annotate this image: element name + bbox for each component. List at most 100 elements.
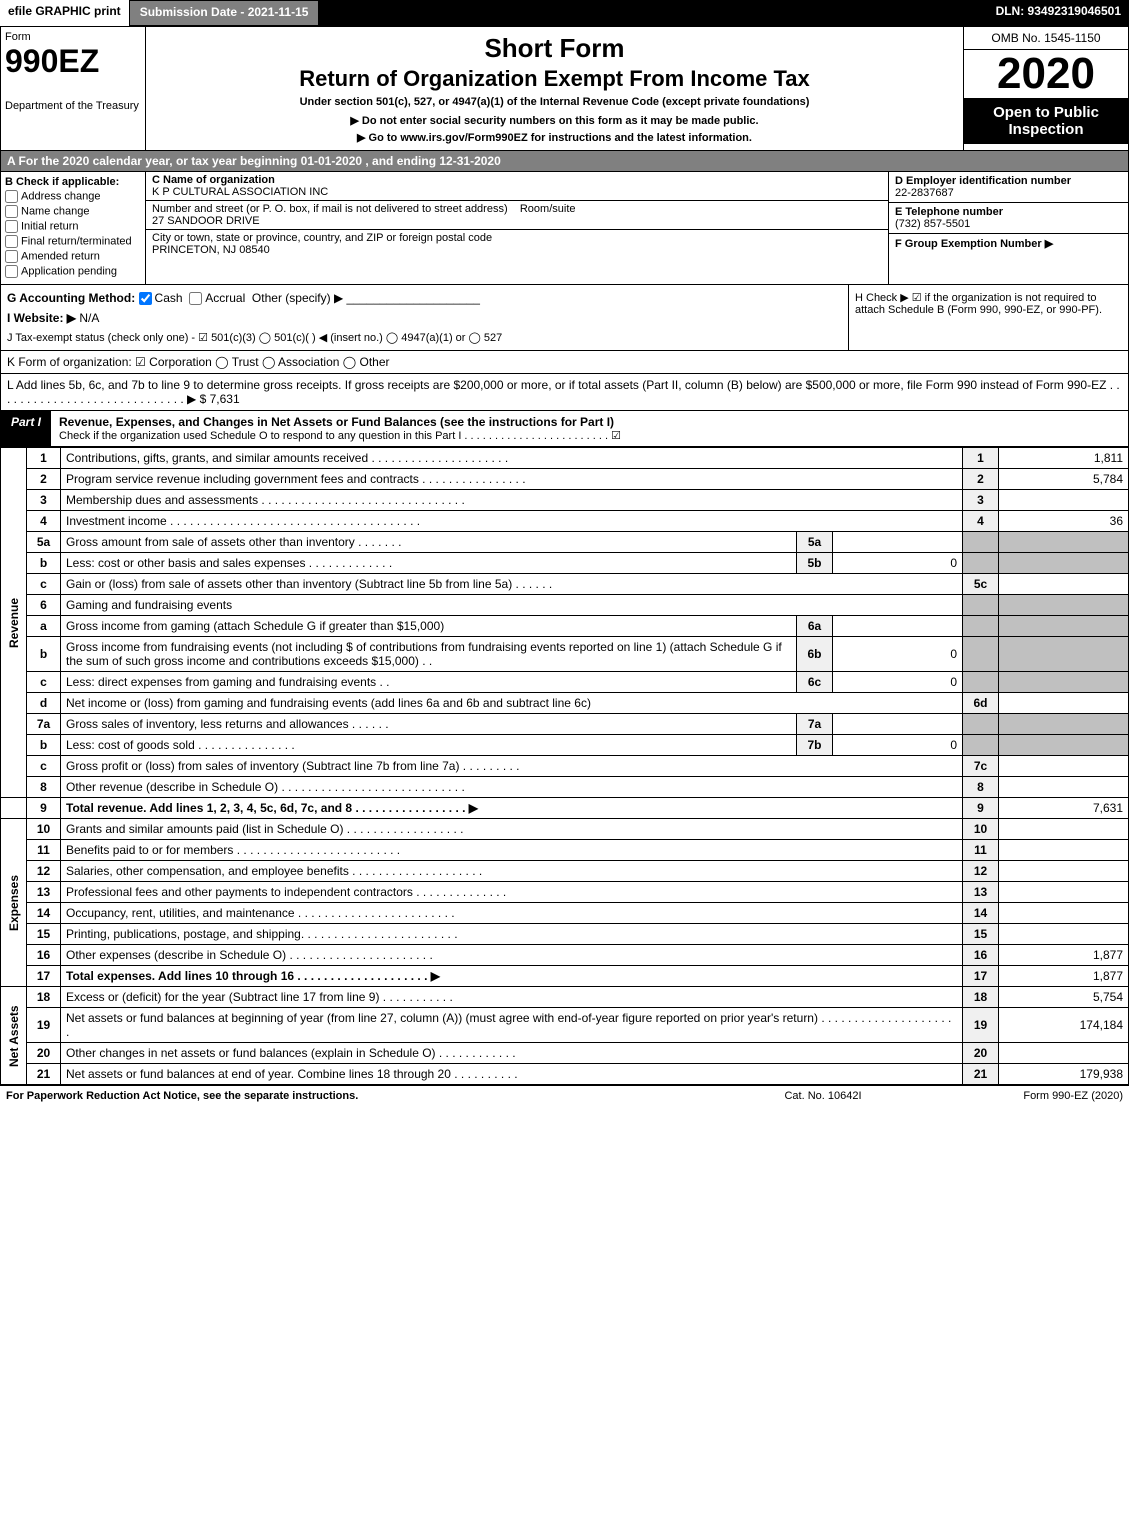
topbar-spacer <box>319 0 987 26</box>
website-value: N/A <box>79 311 99 325</box>
c-street-label: Number and street (or P. O. box, if mail… <box>152 203 508 215</box>
f-grp-row: F Group Exemption Number ▶ <box>889 234 1128 253</box>
accrual-label: Accrual <box>205 291 245 305</box>
l5b-val <box>999 553 1129 574</box>
line-14: 14 Occupancy, rent, utilities, and maint… <box>1 903 1129 924</box>
line-16: 16 Other expenses (describe in Schedule … <box>1 945 1129 966</box>
l12-numcol: 12 <box>963 861 999 882</box>
g-accounting: G Accounting Method: Cash Accrual Other … <box>7 291 842 305</box>
chk-application-pending-label: Application pending <box>21 265 117 277</box>
l6a-num: a <box>27 616 61 637</box>
l15-desc: Printing, publications, postage, and shi… <box>61 924 963 945</box>
line-6: 6 Gaming and fundraising events <box>1 595 1129 616</box>
line-6c: c Less: direct expenses from gaming and … <box>1 672 1129 693</box>
l1-numcol: 1 <box>963 448 999 469</box>
row-k: K Form of organization: ☑ Corporation ◯ … <box>0 351 1129 374</box>
l7a-subln: 7a <box>797 714 833 735</box>
j-tax-exempt: J Tax-exempt status (check only one) - ☑… <box>7 331 842 344</box>
l9-numcol: 9 <box>963 798 999 819</box>
l6b-val <box>999 637 1129 672</box>
line-8: 8 Other revenue (describe in Schedule O)… <box>1 777 1129 798</box>
l10-numcol: 10 <box>963 819 999 840</box>
l6d-numcol: 6d <box>963 693 999 714</box>
l20-val <box>999 1043 1129 1064</box>
l10-desc: Grants and similar amounts paid (list in… <box>61 819 963 840</box>
header-right: OMB No. 1545-1150 2020 Open to Public In… <box>963 27 1128 150</box>
l17-num: 17 <box>27 966 61 987</box>
c-name-row: C Name of organization K P CULTURAL ASSO… <box>146 172 888 201</box>
chk-name-change-label: Name change <box>21 205 90 217</box>
org-name: K P CULTURAL ASSOCIATION INC <box>152 186 328 198</box>
section-bcd: B Check if applicable: Address change Na… <box>0 172 1129 285</box>
omb-number: OMB No. 1545-1150 <box>964 27 1128 50</box>
org-street: 27 SANDOOR DRIVE <box>152 215 260 227</box>
chk-initial-return[interactable]: Initial return <box>5 220 141 233</box>
l6a-desc: Gross income from gaming (attach Schedul… <box>61 616 797 637</box>
l7a-desc: Gross sales of inventory, less returns a… <box>61 714 797 735</box>
l6-val <box>999 595 1129 616</box>
l18-numcol: 18 <box>963 987 999 1008</box>
h-check: H Check ▶ ☑ if the organization is not r… <box>848 285 1128 350</box>
l7a-subval <box>833 714 963 735</box>
l7b-val <box>999 735 1129 756</box>
form-title: Return of Organization Exempt From Incom… <box>152 66 957 92</box>
chk-amended-return-label: Amended return <box>21 250 100 262</box>
l9-val: 7,631 <box>999 798 1129 819</box>
line-20: 20 Other changes in net assets or fund b… <box>1 1043 1129 1064</box>
l2-val: 5,784 <box>999 469 1129 490</box>
l1-val: 1,811 <box>999 448 1129 469</box>
l12-val <box>999 861 1129 882</box>
l3-val <box>999 490 1129 511</box>
part-i-sub: Check if the organization used Schedule … <box>59 429 1120 442</box>
l11-val <box>999 840 1129 861</box>
l8-val <box>999 777 1129 798</box>
l14-numcol: 14 <box>963 903 999 924</box>
l20-num: 20 <box>27 1043 61 1064</box>
header-center: Short Form Return of Organization Exempt… <box>146 27 963 150</box>
form-number: 990EZ <box>5 43 141 80</box>
l14-val <box>999 903 1129 924</box>
l8-num: 8 <box>27 777 61 798</box>
l5c-val <box>999 574 1129 595</box>
line-15: 15 Printing, publications, postage, and … <box>1 924 1129 945</box>
chk-cash[interactable] <box>139 292 152 305</box>
l12-desc: Salaries, other compensation, and employ… <box>61 861 963 882</box>
l14-num: 14 <box>27 903 61 924</box>
l6a-val <box>999 616 1129 637</box>
chk-address-change[interactable]: Address change <box>5 190 141 203</box>
l6-numcol <box>963 595 999 616</box>
line-13: 13 Professional fees and other payments … <box>1 882 1129 903</box>
l13-val <box>999 882 1129 903</box>
chk-initial-return-label: Initial return <box>21 220 78 232</box>
l3-numcol: 3 <box>963 490 999 511</box>
chk-amended-return[interactable]: Amended return <box>5 250 141 263</box>
org-city: PRINCETON, NJ 08540 <box>152 244 270 256</box>
l6a-subln: 6a <box>797 616 833 637</box>
line-5c: c Gain or (loss) from sale of assets oth… <box>1 574 1129 595</box>
c-name-label: C Name of organization <box>152 174 275 186</box>
revenue-sidebar: Revenue <box>1 448 27 798</box>
l7a-val <box>999 714 1129 735</box>
line-11: 11 Benefits paid to or for members . . .… <box>1 840 1129 861</box>
l5b-subln: 5b <box>797 553 833 574</box>
goto-link[interactable]: ▶ Go to www.irs.gov/Form990EZ for instru… <box>152 131 957 144</box>
chk-application-pending[interactable]: Application pending <box>5 265 141 278</box>
chk-accrual[interactable] <box>189 292 202 305</box>
chk-name-change[interactable]: Name change <box>5 205 141 218</box>
l7c-desc: Gross profit or (loss) from sales of inv… <box>61 756 963 777</box>
chk-final-return[interactable]: Final return/terminated <box>5 235 141 248</box>
line-6a: a Gross income from gaming (attach Sched… <box>1 616 1129 637</box>
l6c-subln: 6c <box>797 672 833 693</box>
l2-desc: Program service revenue including govern… <box>61 469 963 490</box>
l5a-val <box>999 532 1129 553</box>
footer-right: Form 990-EZ (2020) <box>923 1090 1123 1102</box>
l5a-subln: 5a <box>797 532 833 553</box>
cash-label: Cash <box>155 291 183 305</box>
l5c-numcol: 5c <box>963 574 999 595</box>
open-to-public: Open to Public Inspection <box>964 98 1128 144</box>
line-9: 9 Total revenue. Add lines 1, 2, 3, 4, 5… <box>1 798 1129 819</box>
dept-label: Department of the Treasury <box>5 100 141 112</box>
l11-num: 11 <box>27 840 61 861</box>
l7b-desc: Less: cost of goods sold . . . . . . . .… <box>61 735 797 756</box>
col-c: C Name of organization K P CULTURAL ASSO… <box>146 172 888 284</box>
